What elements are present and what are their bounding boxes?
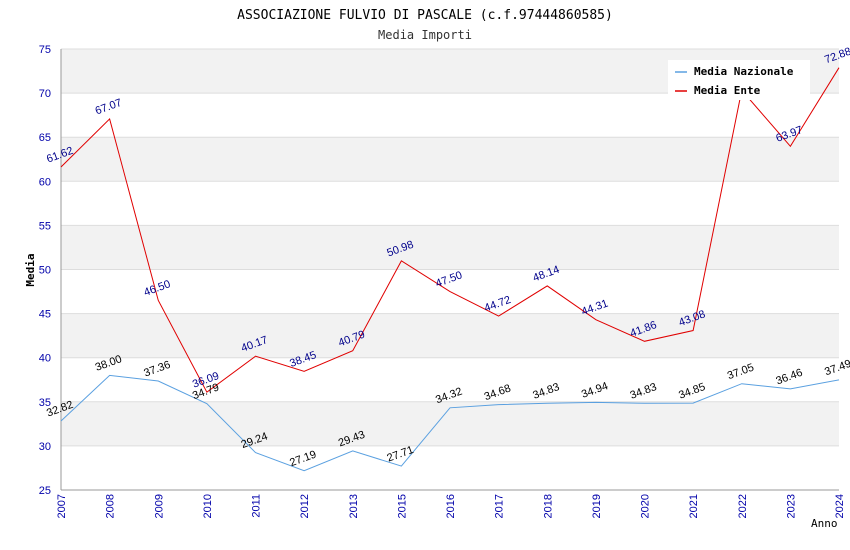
y-tick-label: 30 <box>39 441 51 453</box>
x-tick-label: 2013 <box>348 494 360 518</box>
grid-band <box>61 357 839 402</box>
x-tick-label: 2016 <box>445 494 457 518</box>
y-tick-label: 45 <box>39 309 51 321</box>
y-tick-label: 70 <box>39 88 51 100</box>
legend: Media Nazionale Media Ente <box>668 60 810 100</box>
y-tick-label: 40 <box>39 353 51 365</box>
series-line-media-nazionale <box>60 374 840 472</box>
x-tick-label: 2009 <box>153 494 165 518</box>
chart-title: ASSOCIAZIONE FULVIO DI PASCALE (c.f.9744… <box>237 8 613 23</box>
x-tick-label: 2015 <box>396 494 408 518</box>
grid-band <box>61 181 839 226</box>
legend-label-media-nazionale: Media Nazionale <box>694 65 794 78</box>
y-tick-label: 35 <box>39 397 51 409</box>
x-axis-title: Anno <box>811 517 838 530</box>
series-lines <box>60 67 840 472</box>
x-tick-label: 2021 <box>688 494 700 518</box>
legend-label-media-ente: Media Ente <box>694 84 761 97</box>
x-tick-label: 2008 <box>105 494 117 518</box>
y-tick-label: 65 <box>39 132 51 144</box>
grid-band <box>61 401 839 446</box>
x-tick-label: 2022 <box>737 494 749 518</box>
x-tick-label: 2011 <box>251 494 263 518</box>
grid-band <box>61 445 839 490</box>
x-tick-label: 2024 <box>834 494 846 518</box>
x-tick-label: 2018 <box>542 494 554 518</box>
x-tick-label: 2010 <box>202 494 214 518</box>
y-tick-label: 55 <box>39 220 51 232</box>
y-tick-label: 75 <box>39 44 51 56</box>
grid-band <box>61 93 839 138</box>
y-tick-label: 25 <box>39 485 51 497</box>
legend-box <box>668 60 810 100</box>
y-tick-labels: 25 30 35 40 45 50 55 60 65 70 75 <box>39 44 51 497</box>
grid-band <box>61 313 839 358</box>
x-tick-label: 2019 <box>591 494 603 518</box>
x-tick-label: 2023 <box>785 494 797 518</box>
x-tick-label: 2017 <box>494 494 506 518</box>
x-tick-label: 2007 <box>56 494 68 518</box>
x-tick-label: 2020 <box>640 494 652 518</box>
x-tick-label: 2012 <box>299 494 311 518</box>
grid-band <box>61 137 839 182</box>
x-tick-labels: 2007 2008 2009 2010 2011 2012 2013 2015 2016 2017… <box>56 494 846 518</box>
series-line-media-ente <box>60 67 840 393</box>
grid-band <box>61 225 839 270</box>
y-axis-title: Media <box>24 253 37 286</box>
chart-subtitle: Media Importi <box>378 28 472 42</box>
y-tick-label: 60 <box>39 176 51 188</box>
y-tick-label: 50 <box>39 265 51 277</box>
